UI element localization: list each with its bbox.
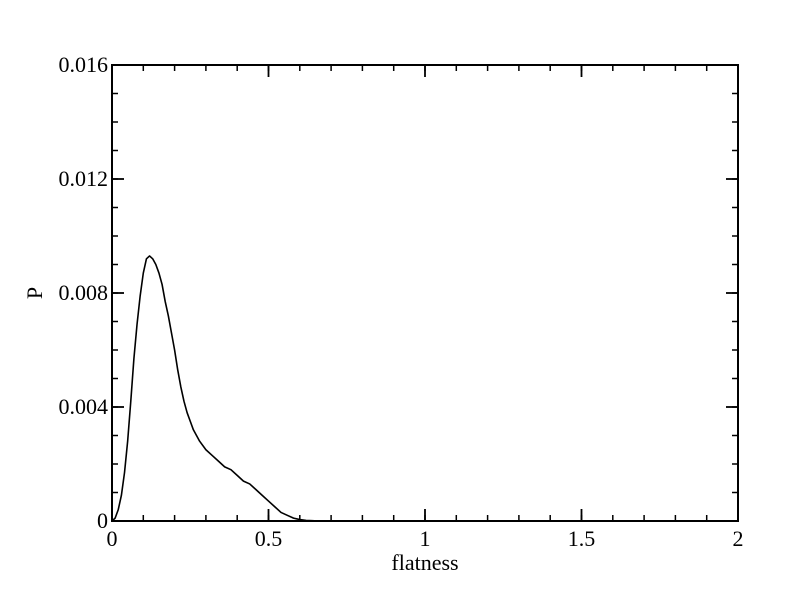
x-tick-label: 1.5 [568, 526, 596, 551]
y-tick-label: 0.012 [59, 166, 109, 191]
y-tick-label: 0.004 [59, 394, 109, 419]
y-tick-label: 0 [97, 508, 108, 533]
series-line [111, 255, 350, 522]
y-tick-label: 0.016 [59, 52, 109, 77]
y-axis-title: P [22, 287, 47, 299]
y-tick-label: 0.008 [59, 280, 109, 305]
x-axis-title: flatness [391, 550, 458, 575]
x-tick-label: 0.5 [255, 526, 283, 551]
plot-frame [111, 64, 739, 522]
x-tick-label: 0 [107, 526, 118, 551]
x-tick-label: 1 [420, 526, 431, 551]
x-tick-label: 2 [733, 526, 744, 551]
tick-labels: 0 0.5 1 1.5 2 0 0.004 0.008 0.012 0.016 [59, 52, 744, 551]
